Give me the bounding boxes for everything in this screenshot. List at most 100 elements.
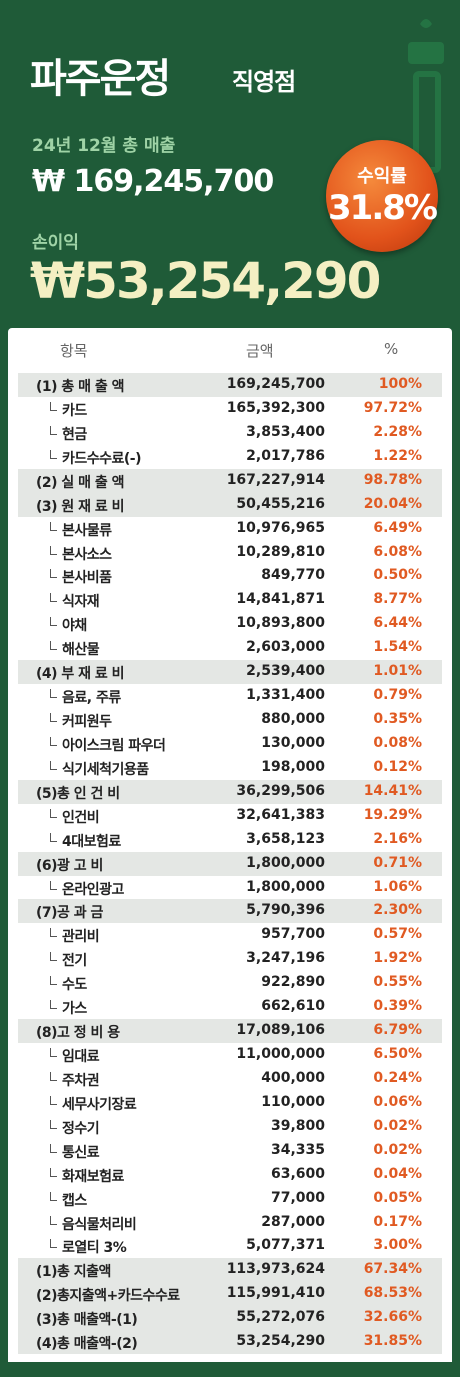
indent-marker (50, 928, 57, 938)
row-label: 가스 (62, 1001, 87, 1018)
indent-marker (50, 449, 57, 459)
row-amount: 10,289,810 (236, 543, 325, 560)
table-row: 캡스 77,000 0.05% (18, 1187, 442, 1211)
row-percent: 1.06% (373, 878, 422, 895)
row-label: 4대보험료 (62, 833, 121, 850)
table-row: 식자재 14,841,871 8.77% (18, 588, 442, 612)
row-label: 본사비품 (62, 570, 112, 587)
sales-value: ₩ 169,245,700 (32, 164, 274, 199)
subtitle: 직영점 (232, 68, 296, 96)
row-amount: 5,077,371 (246, 1237, 325, 1254)
row-label: 수도 (62, 977, 87, 994)
table-row: 수도 922,890 0.55% (18, 971, 442, 995)
row-amount: 55,272,076 (236, 1309, 325, 1326)
row-amount: 165,392,300 (226, 399, 325, 416)
row-percent: 1.92% (373, 950, 422, 967)
row-amount: 167,227,914 (226, 471, 325, 488)
row-percent: 6.44% (373, 615, 422, 632)
column-header: % (384, 340, 399, 358)
row-percent: 0.24% (373, 1069, 422, 1086)
row-label: (4) 부 재 료 비 (36, 666, 125, 683)
row-label: 식기세척기용품 (62, 761, 149, 778)
row-amount: 5,790,396 (246, 902, 325, 919)
row-label: (4)총 매출액-(2) (36, 1336, 138, 1353)
table-row: 카드 165,392,300 97.72% (18, 397, 442, 421)
row-amount: 53,254,290 (236, 1333, 325, 1350)
row-percent: 6.49% (373, 519, 422, 536)
row-percent: 0.50% (373, 567, 422, 584)
indent-marker (50, 521, 57, 531)
table-row: 음식물처리비 287,000 0.17% (18, 1211, 442, 1235)
row-percent: 14.41% (363, 782, 422, 799)
table-row: 주차권 400,000 0.24% (18, 1067, 442, 1091)
row-amount: 198,000 (261, 758, 325, 775)
row-label: 식자재 (62, 594, 100, 611)
row-label: 세무사기장료 (62, 1096, 137, 1113)
row-amount: 113,973,624 (226, 1261, 325, 1278)
row-amount: 662,610 (261, 998, 325, 1015)
row-label: 로열티 3% (62, 1240, 127, 1257)
indent-marker (50, 880, 57, 890)
column-header: 항목 (60, 342, 88, 360)
row-amount: 36,299,506 (236, 782, 325, 799)
row-percent: 19.29% (363, 806, 422, 823)
row-label: 음료, 주류 (62, 690, 121, 707)
row-label: (7)공 과 금 (36, 905, 103, 922)
row-label: 화재보험료 (62, 1168, 124, 1185)
row-percent: 8.77% (373, 591, 422, 608)
indent-marker (50, 713, 57, 723)
row-label: 카드 (62, 402, 87, 419)
profit-label: 손이익 (32, 233, 79, 253)
row-amount: 922,890 (261, 974, 325, 991)
row-label: (1)총 지출액 (36, 1264, 111, 1281)
row-percent: 0.17% (373, 1213, 422, 1230)
table-row: 음료, 주류 1,331,400 0.79% (18, 684, 442, 708)
sales-label: 24년 12월 총 매출 (32, 136, 176, 156)
row-percent: 0.55% (373, 974, 422, 991)
row-amount: 3,853,400 (246, 423, 325, 440)
row-label: 카드수수료(-) (62, 450, 142, 467)
row-percent: 98.78% (363, 471, 422, 488)
indent-marker (50, 569, 57, 579)
row-amount: 169,245,700 (226, 376, 325, 392)
table-row: (4) 부 재 료 비 2,539,400 1.01% (18, 660, 442, 685)
indent-marker (50, 1071, 57, 1081)
row-amount: 3,658,123 (246, 830, 325, 847)
row-percent: 0.35% (373, 711, 422, 728)
table-row: (1)총 지출액 113,973,624 67.34% (18, 1258, 442, 1283)
row-label: 본사소스 (62, 546, 112, 563)
table-row: (8)고 정 비 용 17,089,106 6.79% (18, 1019, 442, 1044)
row-label: 통신료 (62, 1144, 100, 1161)
row-amount: 14,841,871 (236, 591, 325, 608)
logo-shape (408, 42, 444, 64)
row-label: 아이스크림 파우더 (62, 737, 166, 754)
row-amount: 2,603,000 (246, 639, 325, 656)
row-label: 야채 (62, 618, 87, 635)
row-amount: 63,600 (270, 1165, 325, 1182)
row-amount: 39,800 (270, 1117, 325, 1134)
row-percent: 6.08% (373, 543, 422, 560)
table-row: (2)총지출액+카드수수료 115,991,410 68.53% (18, 1282, 442, 1307)
table-row: 본사소스 10,289,810 6.08% (18, 541, 442, 565)
table-row: (6)광 고 비 1,800,000 0.71% (18, 851, 442, 876)
row-amount: 77,000 (270, 1189, 325, 1206)
row-label: (2)총지출액+카드수수료 (36, 1288, 180, 1305)
row-label: (1) 총 매 출 액 (36, 379, 125, 395)
row-label: (5)총 인 건 비 (36, 785, 120, 802)
table-row: 식기세척기용품 198,000 0.12% (18, 756, 442, 780)
row-amount: 1,331,400 (246, 687, 325, 704)
indent-marker (50, 1000, 57, 1010)
row-percent: 1.22% (373, 447, 422, 464)
indent-marker (50, 641, 57, 651)
table-row: 본사비품 849,770 0.50% (18, 564, 442, 588)
row-percent: 31.85% (363, 1333, 422, 1350)
table-row: 현금 3,853,400 2.28% (18, 421, 442, 445)
row-amount: 17,089,106 (236, 1022, 325, 1039)
indent-marker (50, 617, 57, 627)
row-label: (8)고 정 비 용 (36, 1025, 120, 1042)
table-row: (5)총 인 건 비 36,299,506 14.41% (18, 779, 442, 804)
row-percent: 0.08% (373, 734, 422, 751)
row-amount: 130,000 (261, 734, 325, 751)
row-percent: 3.00% (373, 1237, 422, 1254)
row-percent: 0.02% (373, 1141, 422, 1158)
